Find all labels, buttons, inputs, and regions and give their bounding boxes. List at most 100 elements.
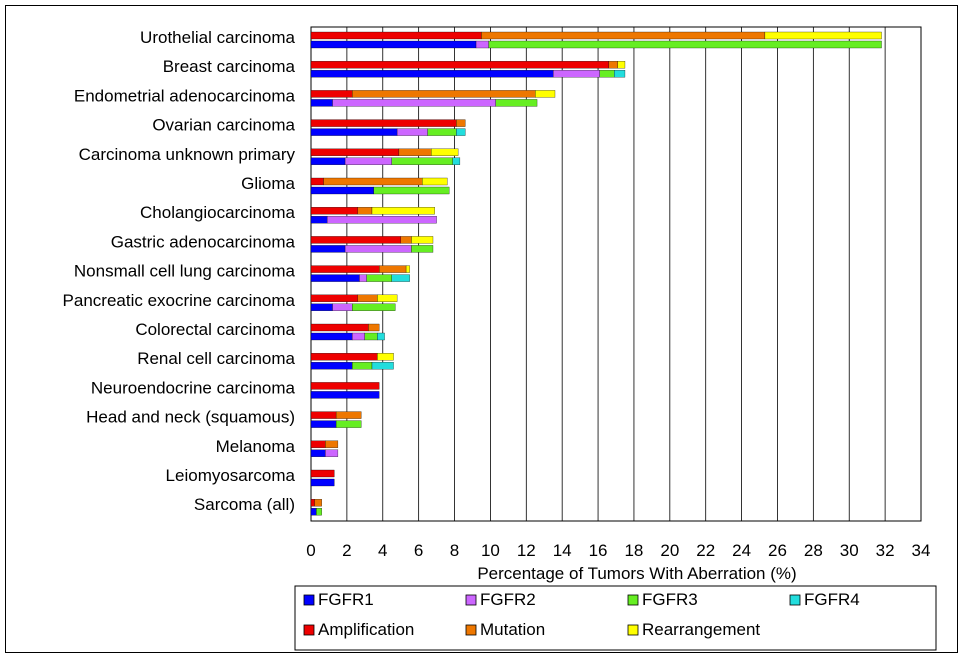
bar-fgfr3-11: [352, 362, 373, 370]
bar-amplification-15: [310, 469, 335, 478]
bar-fgfr2-0: [475, 40, 489, 49]
bar-fgfr4-11: [371, 362, 394, 370]
x-tick-label: 14: [553, 541, 572, 560]
bar-amplification-11: [310, 353, 378, 361]
category-label: Glioma: [241, 174, 295, 193]
category-label: Colorectal carcinoma: [135, 320, 295, 339]
category-label: Sarcoma (all): [194, 495, 295, 514]
grid-lines: [346, 27, 886, 521]
x-axis-label: Percentage of Tumors With Aberration (%): [477, 564, 796, 583]
x-tick-label: 12: [517, 541, 536, 560]
legend-swatch-fgfr1: [303, 594, 315, 606]
bar-mutation-0: [481, 31, 766, 40]
bar-amplification-13: [310, 411, 337, 419]
bar-fgfr2-3: [396, 128, 428, 136]
bar-amplification-8: [310, 265, 380, 273]
category-label: Cholangiocarcinoma: [140, 203, 296, 222]
bar-rearrangement-6: [371, 207, 435, 215]
bar-fgfr1-16: [310, 508, 317, 516]
x-tick-label: 0: [306, 541, 315, 560]
bar-amplification-0: [310, 31, 482, 40]
x-tick-labels: 0 2 4 6 8 10 12 14 16 18 20 22 24 26 28 30 32 34: [306, 541, 930, 560]
bar-fgfr1-1: [310, 70, 554, 78]
bar-marks: [310, 31, 882, 516]
legend-label-mutation: Mutation: [480, 620, 545, 639]
bar-fgfr2-2: [332, 99, 496, 107]
bar-fgfr1-8: [310, 274, 360, 282]
bar-mutation-6: [357, 207, 373, 215]
bar-mutation-9: [357, 294, 378, 302]
bar-mutation-13: [335, 411, 362, 419]
x-tick-label: 26: [768, 541, 787, 560]
x-tick-label: 8: [450, 541, 459, 560]
category-label: Head and neck (squamous): [86, 408, 295, 427]
bar-mutation-2: [352, 90, 536, 98]
bar-mutation-7: [400, 236, 412, 244]
bar-rearrangement-1: [617, 61, 626, 69]
bar-fgfr2-4: [344, 157, 392, 165]
bar-amplification-6: [310, 207, 358, 215]
bar-amplification-12: [310, 382, 380, 390]
bar-fgfr1-12: [310, 391, 380, 399]
category-label: Carcinoma unknown primary: [79, 145, 296, 164]
x-tick-label: 6: [414, 541, 423, 560]
category-label: Nonsmall cell lung carcinoma: [74, 262, 296, 281]
bar-fgfr1-13: [310, 420, 337, 428]
category-label: Ovarian carcinoma: [152, 116, 295, 135]
bar-fgfr3-4: [391, 157, 453, 165]
bar-rearrangement-9: [377, 294, 398, 302]
x-tick-label: 4: [378, 541, 387, 560]
bar-fgfr4-10: [377, 332, 385, 341]
x-tick-label: 30: [840, 541, 859, 560]
bar-fgfr1-6: [310, 216, 328, 224]
bar-amplification-9: [310, 294, 358, 302]
bar-fgfr2-8: [359, 274, 367, 282]
bar-rearrangement-4: [431, 148, 459, 156]
bar-fgfr1-14: [310, 449, 326, 457]
bar-fgfr3-9: [352, 303, 396, 311]
legend-label-fgfr1: FGFR1: [318, 590, 374, 609]
bar-fgfr1-9: [310, 303, 333, 311]
bar-fgfr1-2: [310, 99, 333, 107]
bar-fgfr2-7: [344, 245, 412, 253]
bar-fgfr1-10: [310, 332, 353, 341]
bar-amplification-14: [310, 440, 326, 448]
bar-fgfr2-6: [326, 216, 437, 224]
x-tick-label: 24: [732, 541, 751, 560]
legend-box: [294, 585, 937, 651]
legend-label-amplification: Amplification: [318, 620, 414, 639]
bar-fgfr1-0: [310, 40, 477, 49]
bar-fgfr3-3: [427, 128, 457, 136]
category-label: Urothelial carcinoma: [140, 28, 295, 47]
bar-fgfr2-1: [553, 70, 601, 78]
bar-fgfr1-5: [310, 186, 374, 195]
x-tick-label: 20: [660, 541, 679, 560]
bar-mutation-14: [325, 440, 339, 448]
bar-rearrangement-0: [764, 31, 882, 40]
bar-fgfr3-16: [316, 508, 322, 516]
x-tick-label: 34: [912, 541, 931, 560]
bar-rearrangement-5: [422, 177, 448, 186]
bar-rearrangement-11: [377, 353, 394, 361]
legend-label-fgfr2: FGFR2: [480, 590, 536, 609]
legend-swatch-fgfr3: [627, 594, 639, 606]
legend: FGFR1 FGFR2 FGFR3 FGFR4 Amplification Mutatio…: [303, 590, 860, 639]
bar-fgfr2-9: [332, 303, 353, 311]
legend-label-rearrangement: Rearrangement: [642, 620, 760, 639]
figure-frame: [5, 5, 958, 653]
bar-fgfr3-7: [411, 245, 434, 253]
category-labels: Urothelial carcinoma Breast carcinoma Endo…: [63, 28, 296, 514]
bar-mutation-4: [398, 148, 432, 156]
x-tick-label: 16: [589, 541, 608, 560]
bar-mutation-3: [456, 119, 466, 127]
bar-amplification-10: [310, 323, 369, 332]
bar-fgfr2-14: [325, 449, 339, 457]
x-tick-label: 22: [696, 541, 715, 560]
bar-fgfr4-1: [614, 70, 626, 78]
bar-fgfr3-5: [373, 186, 450, 195]
legend-swatch-rearrangement: [627, 624, 639, 636]
bar-mutation-10: [368, 323, 380, 332]
category-label: Neuroendocrine carcinoma: [91, 378, 296, 397]
bar-amplification-3: [310, 119, 457, 127]
plot-area: [310, 26, 922, 522]
